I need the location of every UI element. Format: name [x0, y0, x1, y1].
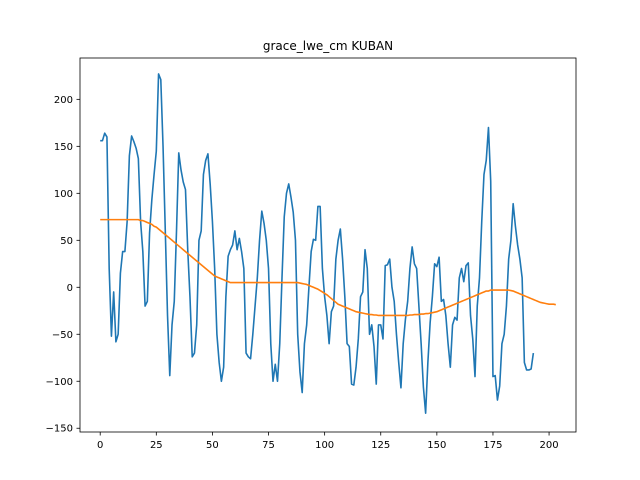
x-tick-label: 175 [483, 440, 502, 451]
x-tick-label: 25 [150, 440, 163, 451]
series-line-1 [100, 73, 535, 415]
y-tick-label: −100 [46, 377, 73, 388]
x-tick-label: 50 [206, 440, 219, 451]
y-tick-label: −150 [46, 424, 73, 435]
y-tick-label: 200 [54, 95, 73, 106]
x-tick-label: 150 [427, 440, 446, 451]
x-tick-label: 200 [540, 440, 559, 451]
y-tick-label: −50 [52, 330, 73, 341]
x-tick-label: 100 [315, 440, 334, 451]
y-tick-label: 50 [60, 236, 73, 247]
series-line-2 [100, 218, 556, 317]
y-axis: −150 −100 −50 0 50 100 150 200 [46, 95, 80, 435]
chart-title: grace_lwe_cm KUBAN [263, 39, 393, 53]
y-tick-label: 0 [67, 283, 73, 294]
x-axis: 0 25 50 75 100 125 150 175 200 [97, 432, 559, 451]
x-tick-label: 75 [262, 440, 275, 451]
plot-frame [79, 57, 577, 433]
y-tick-label: 150 [54, 142, 73, 153]
x-tick-label: 0 [97, 440, 103, 451]
x-tick-label: 125 [371, 440, 390, 451]
y-tick-label: 100 [54, 189, 73, 200]
